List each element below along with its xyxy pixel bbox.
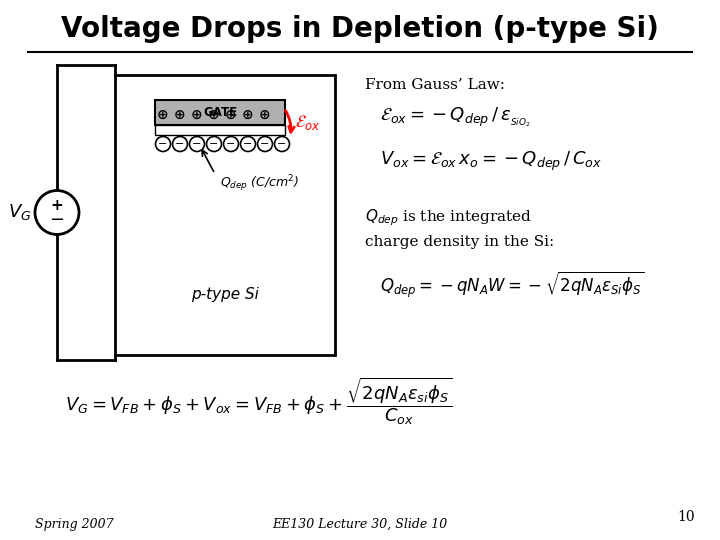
Text: −: −: [226, 139, 235, 149]
Text: 10: 10: [678, 510, 695, 524]
Text: Voltage Drops in Depletion (p-type Si): Voltage Drops in Depletion (p-type Si): [61, 15, 659, 43]
Text: −: −: [175, 139, 185, 149]
Text: $V_G = V_{FB} + \phi_S + V_{ox} = V_{FB} + \phi_S + \dfrac{\sqrt{2qN_A\varepsilo: $V_G = V_{FB} + \phi_S + V_{ox} = V_{FB}…: [65, 375, 452, 427]
Text: −: −: [261, 139, 270, 149]
Text: −: −: [50, 211, 65, 228]
Text: $Q_{dep}$ (C/cm$^2$): $Q_{dep}$ (C/cm$^2$): [220, 174, 300, 194]
Circle shape: [35, 191, 79, 234]
Text: Spring 2007: Spring 2007: [35, 518, 114, 531]
Circle shape: [258, 137, 272, 152]
Text: ⊕: ⊕: [225, 108, 237, 122]
Text: $Q_{dep} = -qN_AW = -\sqrt{2qN_A\varepsilon_{Si}\phi_S}$: $Q_{dep} = -qN_AW = -\sqrt{2qN_A\varepsi…: [380, 270, 644, 300]
Text: $Q_{dep}$ is the integrated
charge density in the Si:: $Q_{dep}$ is the integrated charge densi…: [365, 207, 554, 249]
Circle shape: [207, 137, 222, 152]
Text: −: −: [243, 139, 253, 149]
Bar: [155, 125, 285, 135]
Text: $\mathcal{E}_{ox}$: $\mathcal{E}_{ox}$: [295, 113, 320, 132]
Circle shape: [240, 137, 256, 152]
Text: ⊕: ⊕: [259, 108, 271, 122]
Text: −: −: [192, 139, 202, 149]
Bar: [155, 100, 285, 125]
Text: EE130 Lecture 30, Slide 10: EE130 Lecture 30, Slide 10: [272, 518, 448, 531]
Text: −: −: [210, 139, 219, 149]
Bar: [115, 75, 335, 355]
Text: −: −: [277, 139, 287, 149]
Circle shape: [156, 137, 171, 152]
Text: ⊕: ⊕: [157, 108, 168, 122]
Text: p-type Si: p-type Si: [191, 287, 259, 302]
Text: $\mathcal{E}_{ox} = -Q_{dep}\,/\,\varepsilon_{_{SiO_2}}$: $\mathcal{E}_{ox} = -Q_{dep}\,/\,\vareps…: [380, 105, 531, 129]
Circle shape: [173, 137, 187, 152]
Text: ⊕: ⊕: [174, 108, 186, 122]
Text: $V_{ox} = \mathcal{E}_{ox}\,x_o = -Q_{dep}\,/\,C_{ox}$: $V_{ox} = \mathcal{E}_{ox}\,x_o = -Q_{de…: [380, 150, 602, 173]
Circle shape: [189, 137, 204, 152]
Text: +: +: [50, 198, 63, 213]
Text: From Gauss’ Law:: From Gauss’ Law:: [365, 78, 505, 92]
Text: ⊕: ⊕: [242, 108, 254, 122]
Circle shape: [274, 137, 289, 152]
Text: ⊕: ⊕: [192, 108, 203, 122]
Text: −: −: [158, 139, 168, 149]
Text: $V_G$: $V_G$: [7, 202, 31, 222]
Circle shape: [223, 137, 238, 152]
Text: ⊕: ⊕: [208, 108, 220, 122]
Text: GATE: GATE: [203, 106, 237, 119]
